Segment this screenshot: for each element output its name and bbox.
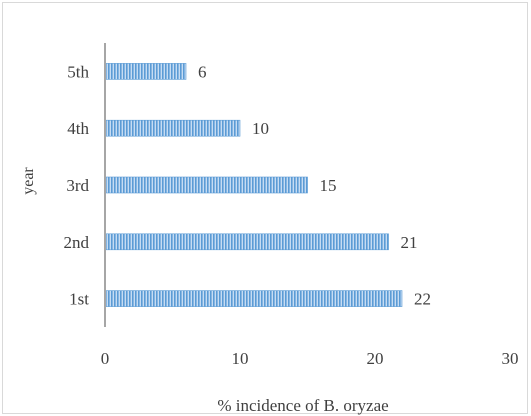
data-labels: 22 21 15 10 6 <box>198 62 431 308</box>
x-tick-label-20: 20 <box>367 349 384 368</box>
y-tick-label-5th: 5th <box>67 62 89 81</box>
bar-chart: 22 21 15 10 6 1st 2nd 3rd 4th 5th 0 10 20 30 year %… <box>20 43 519 415</box>
y-axis-title: year <box>20 167 37 195</box>
bar-4th <box>105 119 241 137</box>
y-tick-label-3rd: 3rd <box>66 176 89 195</box>
x-tick-label-30: 30 <box>502 349 519 368</box>
bar-2nd <box>105 233 389 251</box>
bar-3rd <box>105 176 308 194</box>
x-tick-label-10: 10 <box>232 349 249 368</box>
x-axis-title: % incidence of B. oryzae <box>217 396 388 415</box>
data-label-4th: 10 <box>252 119 269 138</box>
data-label-2nd: 21 <box>401 233 418 252</box>
data-label-3rd: 15 <box>320 176 337 195</box>
x-tick-label-0: 0 <box>101 349 110 368</box>
data-label-1st: 22 <box>414 290 431 309</box>
bar-series <box>105 63 403 307</box>
y-tick-label-4th: 4th <box>67 119 89 138</box>
bar-5th <box>105 63 187 80</box>
y-tick-label-2nd: 2nd <box>64 233 90 252</box>
bar-1st <box>105 290 403 307</box>
y-tick-label-1st: 1st <box>69 290 89 309</box>
x-axis-tick-labels: 0 10 20 30 <box>101 349 519 368</box>
data-label-5th: 6 <box>198 62 207 81</box>
y-axis-tick-labels: 1st 2nd 3rd 4th 5th <box>64 62 90 308</box>
